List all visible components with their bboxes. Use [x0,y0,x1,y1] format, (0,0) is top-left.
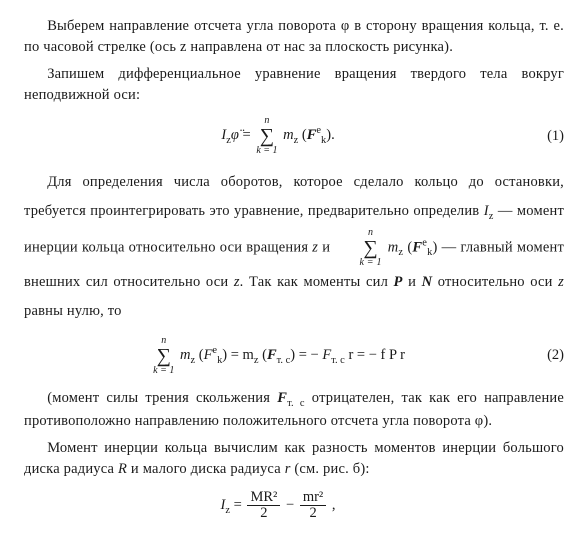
p3-m: m [384,239,399,255]
eq2-r: r = − f P r [345,347,405,363]
p5-c: (см. рис. б): [291,461,370,477]
eq1-F: F [307,127,317,143]
p5-R: R [118,461,127,477]
eq2-close2: ) = − [290,347,322,363]
eq2-sum: n ∑ k = 1 [153,336,174,376]
p3-P: P [394,274,403,290]
equation-2-number: (2) [532,345,564,366]
p4-F-sub: т. с [287,398,305,409]
eq2-m: m [176,347,190,363]
paragraph-2: Запишем дифференциальное уравнение враще… [24,64,564,106]
p4-F: F [277,390,287,406]
sigma-icon: ∑ [153,346,174,366]
sigma-icon: ∑ [336,238,381,258]
eq2-mid: ) = m [222,347,254,363]
eq2-F2: F [267,347,277,363]
eq2-open2: ( [258,347,266,363]
p3-f: и [403,274,422,290]
eq1-sum-bot: k = 1 [256,146,277,156]
eq3-f2-num: mr² [300,490,326,506]
eq1-eq: = [239,127,254,143]
eq2-F2-sub: т. с [277,355,291,366]
eq3-minus: − [282,497,297,513]
eq3-f1-num: MR² [247,490,280,506]
eq1-m: m [283,127,293,143]
p3-h: равны нулю, то [24,303,122,319]
eq2-open: ( [195,347,203,363]
equation-1-number: (1) [532,126,564,147]
eq2-F3-sub: т. с [331,355,345,366]
eq2-sum-bot: k = 1 [153,366,174,376]
eq2-F3: F [322,347,331,363]
equation-1: Izφ̈ = n ∑ k = 1 mz (Fek). (1) [24,116,564,156]
equation-1-body: Izφ̈ = n ∑ k = 1 mz (Fek). [24,116,532,156]
p3-F: F [412,239,422,255]
eq3-end: , [328,497,335,513]
eq1-phi: φ̈ [231,127,239,143]
eq3-frac-1: MR² 2 [247,490,280,521]
eq3-f1-den: 2 [247,506,280,521]
eq1-close: ). [326,127,334,143]
paragraph-5: Момент инерции кольца вычислим как разно… [24,438,564,480]
paragraph-4: (момент силы трения скольжения Fт. с отр… [24,388,564,432]
p3-sum: n ∑ k = 1 [336,228,381,268]
paragraph-1: Выберем направление отсчета угла поворот… [24,16,564,58]
equation-3-body: Iz = MR² 2 − mr² 2 , [24,490,532,521]
p5-b: и малого диска радиуса [127,461,285,477]
paragraph-3: Для определения числа оборотов, которое … [24,168,564,326]
equation-2: n ∑ k = 1 mz (Fek) = mz (Fт. с) = − Fт. … [24,336,564,376]
sigma-icon: ∑ [256,126,277,146]
eq3-f2-den: 2 [300,506,326,521]
p4-a: (момент силы трения скольжения [47,390,277,406]
p3-c: и [318,239,334,255]
eq1-open: ( [298,127,306,143]
eq1-sum: n ∑ k = 1 [256,116,277,156]
p3-g: относительно оси [432,274,558,290]
p3-e: . Так как моменты сил [240,274,394,290]
eq3-eq: = [230,497,245,513]
p3-sum-bot: k = 1 [336,258,381,268]
p3-N: N [422,274,433,290]
equation-3: Iz = MR² 2 − mr² 2 , [24,490,564,521]
equation-2-body: n ∑ k = 1 mz (Fek) = mz (Fт. с) = − Fт. … [24,336,532,376]
p3-z3: z [558,274,564,290]
eq3-frac-2: mr² 2 [300,490,326,521]
